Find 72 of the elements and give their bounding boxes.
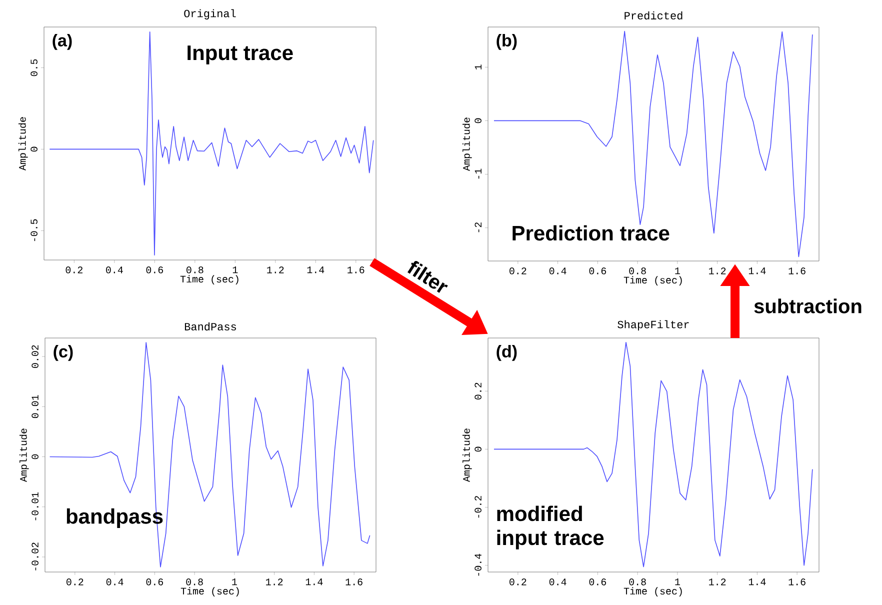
- annotation: (d): [496, 345, 517, 361]
- y-axis-title: Amplitude: [462, 428, 472, 482]
- x-tick-label: 1: [675, 578, 680, 586]
- y-tick-label: 0: [474, 118, 482, 124]
- x-tick-label: 0.2: [510, 268, 526, 274]
- annotation: (b): [496, 34, 517, 50]
- text: subtraction: [754, 298, 862, 314]
- x-axis-title: Time (sec): [180, 587, 239, 596]
- y-axis-title: Amplitude: [462, 118, 472, 171]
- x-tick-label: 1.2: [709, 578, 726, 586]
- annotation: Input trace: [188, 46, 293, 64]
- line-series: [49, 342, 370, 568]
- annotation: (c): [54, 345, 73, 361]
- x-tick-label: 1.2: [709, 268, 726, 274]
- x-tick-label: 0.4: [106, 266, 123, 274]
- y-tick-label: -0.02: [32, 542, 38, 570]
- x-tick-label: 0.2: [66, 266, 82, 274]
- x-tick-label: 1.4: [307, 266, 324, 274]
- y-tick-label: -0.2: [474, 496, 482, 518]
- x-tick-label: 1.4: [748, 268, 766, 274]
- y-tick-label: -0.4: [474, 554, 482, 576]
- y-tick-label: -0.01: [32, 492, 38, 520]
- y-tick-label: 0: [30, 146, 38, 152]
- y-tick-label: 0.5: [30, 59, 38, 76]
- x-tick-label: 0.6: [589, 578, 606, 586]
- x-tick-label: 0.4: [106, 578, 124, 586]
- y-axis-title: Amplitude: [18, 117, 28, 170]
- annotation: (a): [52, 34, 72, 50]
- x-tick-label: 1: [675, 268, 680, 274]
- chart-title: Original: [184, 9, 236, 20]
- x-tick-label: 1.2: [267, 266, 284, 274]
- x-tick-label: 1.4: [306, 578, 323, 586]
- y-tick-label: -1: [474, 168, 482, 179]
- y-tick-label: -0.5: [30, 219, 38, 242]
- y-tick-label: 0.2: [474, 382, 482, 400]
- x-tick-label: 0.4: [549, 578, 566, 586]
- x-tick-label: 0.8: [186, 578, 203, 586]
- annotation: modified input trace: [497, 506, 604, 550]
- x-tick-label: 1.6: [788, 578, 806, 586]
- x-tick-label: 0.2: [66, 578, 84, 586]
- chart-title: Predicted: [624, 11, 682, 20]
- y-tick-label: 0: [32, 454, 38, 460]
- line-series: [494, 30, 813, 258]
- x-axis-title: Time (sec): [180, 275, 238, 284]
- x-tick-label: 0.6: [589, 268, 606, 274]
- x-tick-label: 1.6: [348, 266, 364, 274]
- x-tick-label: 1: [232, 578, 237, 586]
- x-tick-label: 0.6: [146, 266, 164, 274]
- y-tick-label: -2: [474, 222, 482, 232]
- x-tick-label: 0.8: [629, 268, 646, 274]
- x-axis-title: Time (sec): [624, 276, 682, 286]
- x-tick-label: 1.2: [266, 578, 283, 586]
- x-tick-label: 0.4: [549, 268, 566, 274]
- chart-title: ShapeFilter: [618, 320, 689, 330]
- y-tick-label: 0.01: [32, 395, 38, 418]
- x-tick-label: 1.6: [346, 578, 362, 586]
- y-tick-label: 0: [474, 446, 482, 452]
- x-tick-label: 0.2: [510, 578, 526, 586]
- x-tick-label: 1: [232, 266, 238, 274]
- x-tick-label: 0.8: [186, 266, 204, 274]
- x-tick-label: 1.4: [748, 578, 766, 586]
- line-series: [494, 342, 813, 568]
- y-tick-label: 0.02: [32, 345, 38, 368]
- y-tick-label: 1: [474, 64, 482, 70]
- x-tick-label: 1.6: [788, 268, 806, 274]
- annotation: Prediction trace: [512, 225, 670, 241]
- x-tick-label: 0.6: [146, 578, 164, 586]
- x-axis-title: Time (sec): [624, 587, 682, 596]
- text: filter: [408, 261, 448, 293]
- chart-title: BandPass: [184, 322, 236, 330]
- x-tick-label: 0.8: [629, 578, 646, 586]
- y-axis-title: Amplitude: [19, 428, 29, 482]
